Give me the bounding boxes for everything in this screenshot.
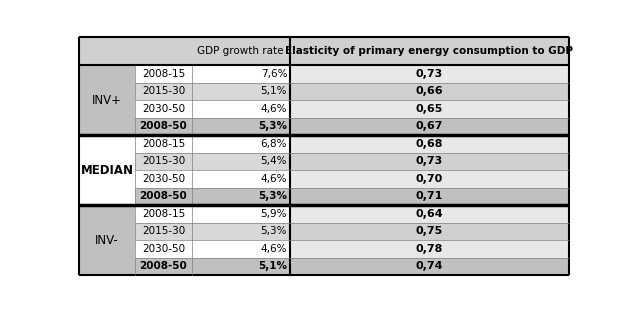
Text: 5,4%: 5,4% [260, 156, 287, 166]
Text: 2015-30: 2015-30 [142, 86, 185, 96]
Bar [289, 117, 569, 135]
Bar [289, 37, 569, 65]
Text: 2008-50: 2008-50 [140, 191, 187, 201]
Bar [79, 37, 135, 65]
Text: 4,6%: 4,6% [260, 244, 287, 254]
Bar [289, 222, 569, 240]
Text: 2015-30: 2015-30 [142, 156, 185, 166]
Text: 7,6%: 7,6% [260, 69, 287, 79]
Text: 0,73: 0,73 [416, 69, 443, 79]
Bar [289, 153, 569, 170]
Text: 5,3%: 5,3% [258, 191, 287, 201]
Text: GDP growth rate: GDP growth rate [197, 46, 284, 56]
Text: 5,1%: 5,1% [260, 86, 287, 96]
Bar [289, 83, 569, 100]
Bar [191, 257, 289, 275]
Bar [135, 37, 191, 65]
Bar [135, 65, 191, 83]
Bar [191, 117, 289, 135]
Bar [289, 205, 569, 222]
Text: 5,3%: 5,3% [260, 226, 287, 236]
Text: 4,6%: 4,6% [260, 174, 287, 184]
Bar [135, 117, 191, 135]
Text: 0,68: 0,68 [415, 139, 443, 149]
Text: 2030-50: 2030-50 [142, 174, 185, 184]
Bar [191, 205, 289, 222]
Text: 2008-15: 2008-15 [142, 209, 185, 219]
Bar [79, 135, 135, 205]
Bar [191, 135, 289, 153]
Bar [135, 153, 191, 170]
Text: 2008-15: 2008-15 [142, 69, 185, 79]
Text: 2008-15: 2008-15 [142, 139, 185, 149]
Bar [289, 188, 569, 205]
Bar [135, 205, 191, 222]
Text: 0,71: 0,71 [415, 191, 443, 201]
Text: 0,70: 0,70 [416, 174, 443, 184]
Text: 0,66: 0,66 [415, 86, 443, 96]
Bar [135, 188, 191, 205]
Bar [191, 65, 289, 83]
Text: 2008-50: 2008-50 [140, 121, 187, 131]
Text: 2008-50: 2008-50 [140, 261, 187, 271]
Bar [135, 257, 191, 275]
Bar [289, 257, 569, 275]
Bar [289, 240, 569, 257]
Text: 2030-50: 2030-50 [142, 104, 185, 114]
Text: 0,73: 0,73 [416, 156, 443, 166]
Bar [289, 100, 569, 117]
Text: 6,8%: 6,8% [260, 139, 287, 149]
Text: 5,9%: 5,9% [260, 209, 287, 219]
Text: 0,64: 0,64 [415, 209, 443, 219]
Bar [135, 222, 191, 240]
Text: INV-: INV- [95, 234, 119, 247]
Bar [191, 240, 289, 257]
Text: 0,74: 0,74 [415, 261, 443, 271]
Bar [79, 205, 135, 275]
Bar [135, 83, 191, 100]
Bar [191, 222, 289, 240]
Bar [135, 240, 191, 257]
Text: 5,1%: 5,1% [258, 261, 287, 271]
Bar [289, 65, 569, 83]
Text: 0,67: 0,67 [415, 121, 443, 131]
Text: Elasticity of primary energy consumption to GDP: Elasticity of primary energy consumption… [285, 46, 573, 56]
Bar [289, 170, 569, 188]
Text: 0,65: 0,65 [415, 104, 443, 114]
Bar [191, 83, 289, 100]
Bar [135, 135, 191, 153]
Bar [191, 100, 289, 117]
Bar [79, 65, 135, 135]
Bar [135, 100, 191, 117]
Bar [135, 170, 191, 188]
Text: 2030-50: 2030-50 [142, 244, 185, 254]
Bar [191, 188, 289, 205]
Text: MEDIAN: MEDIAN [81, 163, 133, 176]
Bar [289, 135, 569, 153]
Bar [191, 153, 289, 170]
Bar [191, 170, 289, 188]
Text: 0,75: 0,75 [416, 226, 443, 236]
Text: 0,78: 0,78 [415, 244, 443, 254]
Bar [191, 37, 289, 65]
Text: INV+: INV+ [92, 94, 122, 107]
Text: 4,6%: 4,6% [260, 104, 287, 114]
Text: 5,3%: 5,3% [258, 121, 287, 131]
Text: 2015-30: 2015-30 [142, 226, 185, 236]
